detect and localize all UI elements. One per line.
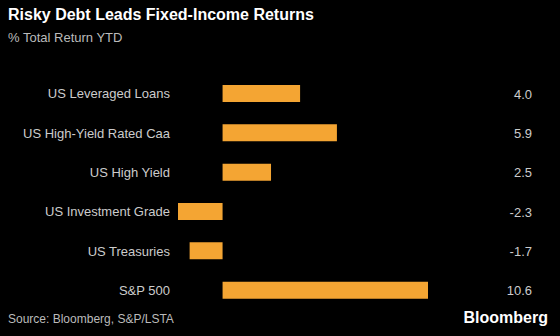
html-text:% Total Return YTD: % Total Return YTD [8, 30, 123, 45]
svg-text:4.0: 4.0 [514, 87, 532, 102]
svg-text:10.6: 10.6 [507, 283, 532, 298]
svg-text:2.5: 2.5 [514, 165, 532, 180]
svg-text:S&P 500: S&P 500 [119, 283, 170, 298]
svg-text:US Investment Grade: US Investment Grade [45, 204, 170, 219]
svg-text:-1.7: -1.7 [510, 244, 532, 259]
svg-text:5.9: 5.9 [514, 126, 532, 141]
html-text:Source: Bloomberg, S&P/LSTA: Source: Bloomberg, S&P/LSTA [8, 312, 174, 326]
svg-text:-2.3: -2.3 [510, 205, 532, 220]
svg-text:US High Yield: US High Yield [90, 165, 170, 180]
html-text:Bloomberg: Bloomberg [463, 309, 548, 326]
html-text:Risky Debt Leads Fixed-Income: Risky Debt Leads Fixed-Income Returns [8, 6, 314, 23]
svg-text:US Leveraged Loans: US Leveraged Loans [48, 86, 171, 101]
svg-text:US Treasuries: US Treasuries [88, 244, 171, 259]
svg-text:US High-Yield Rated Caa: US High-Yield Rated Caa [23, 126, 171, 141]
